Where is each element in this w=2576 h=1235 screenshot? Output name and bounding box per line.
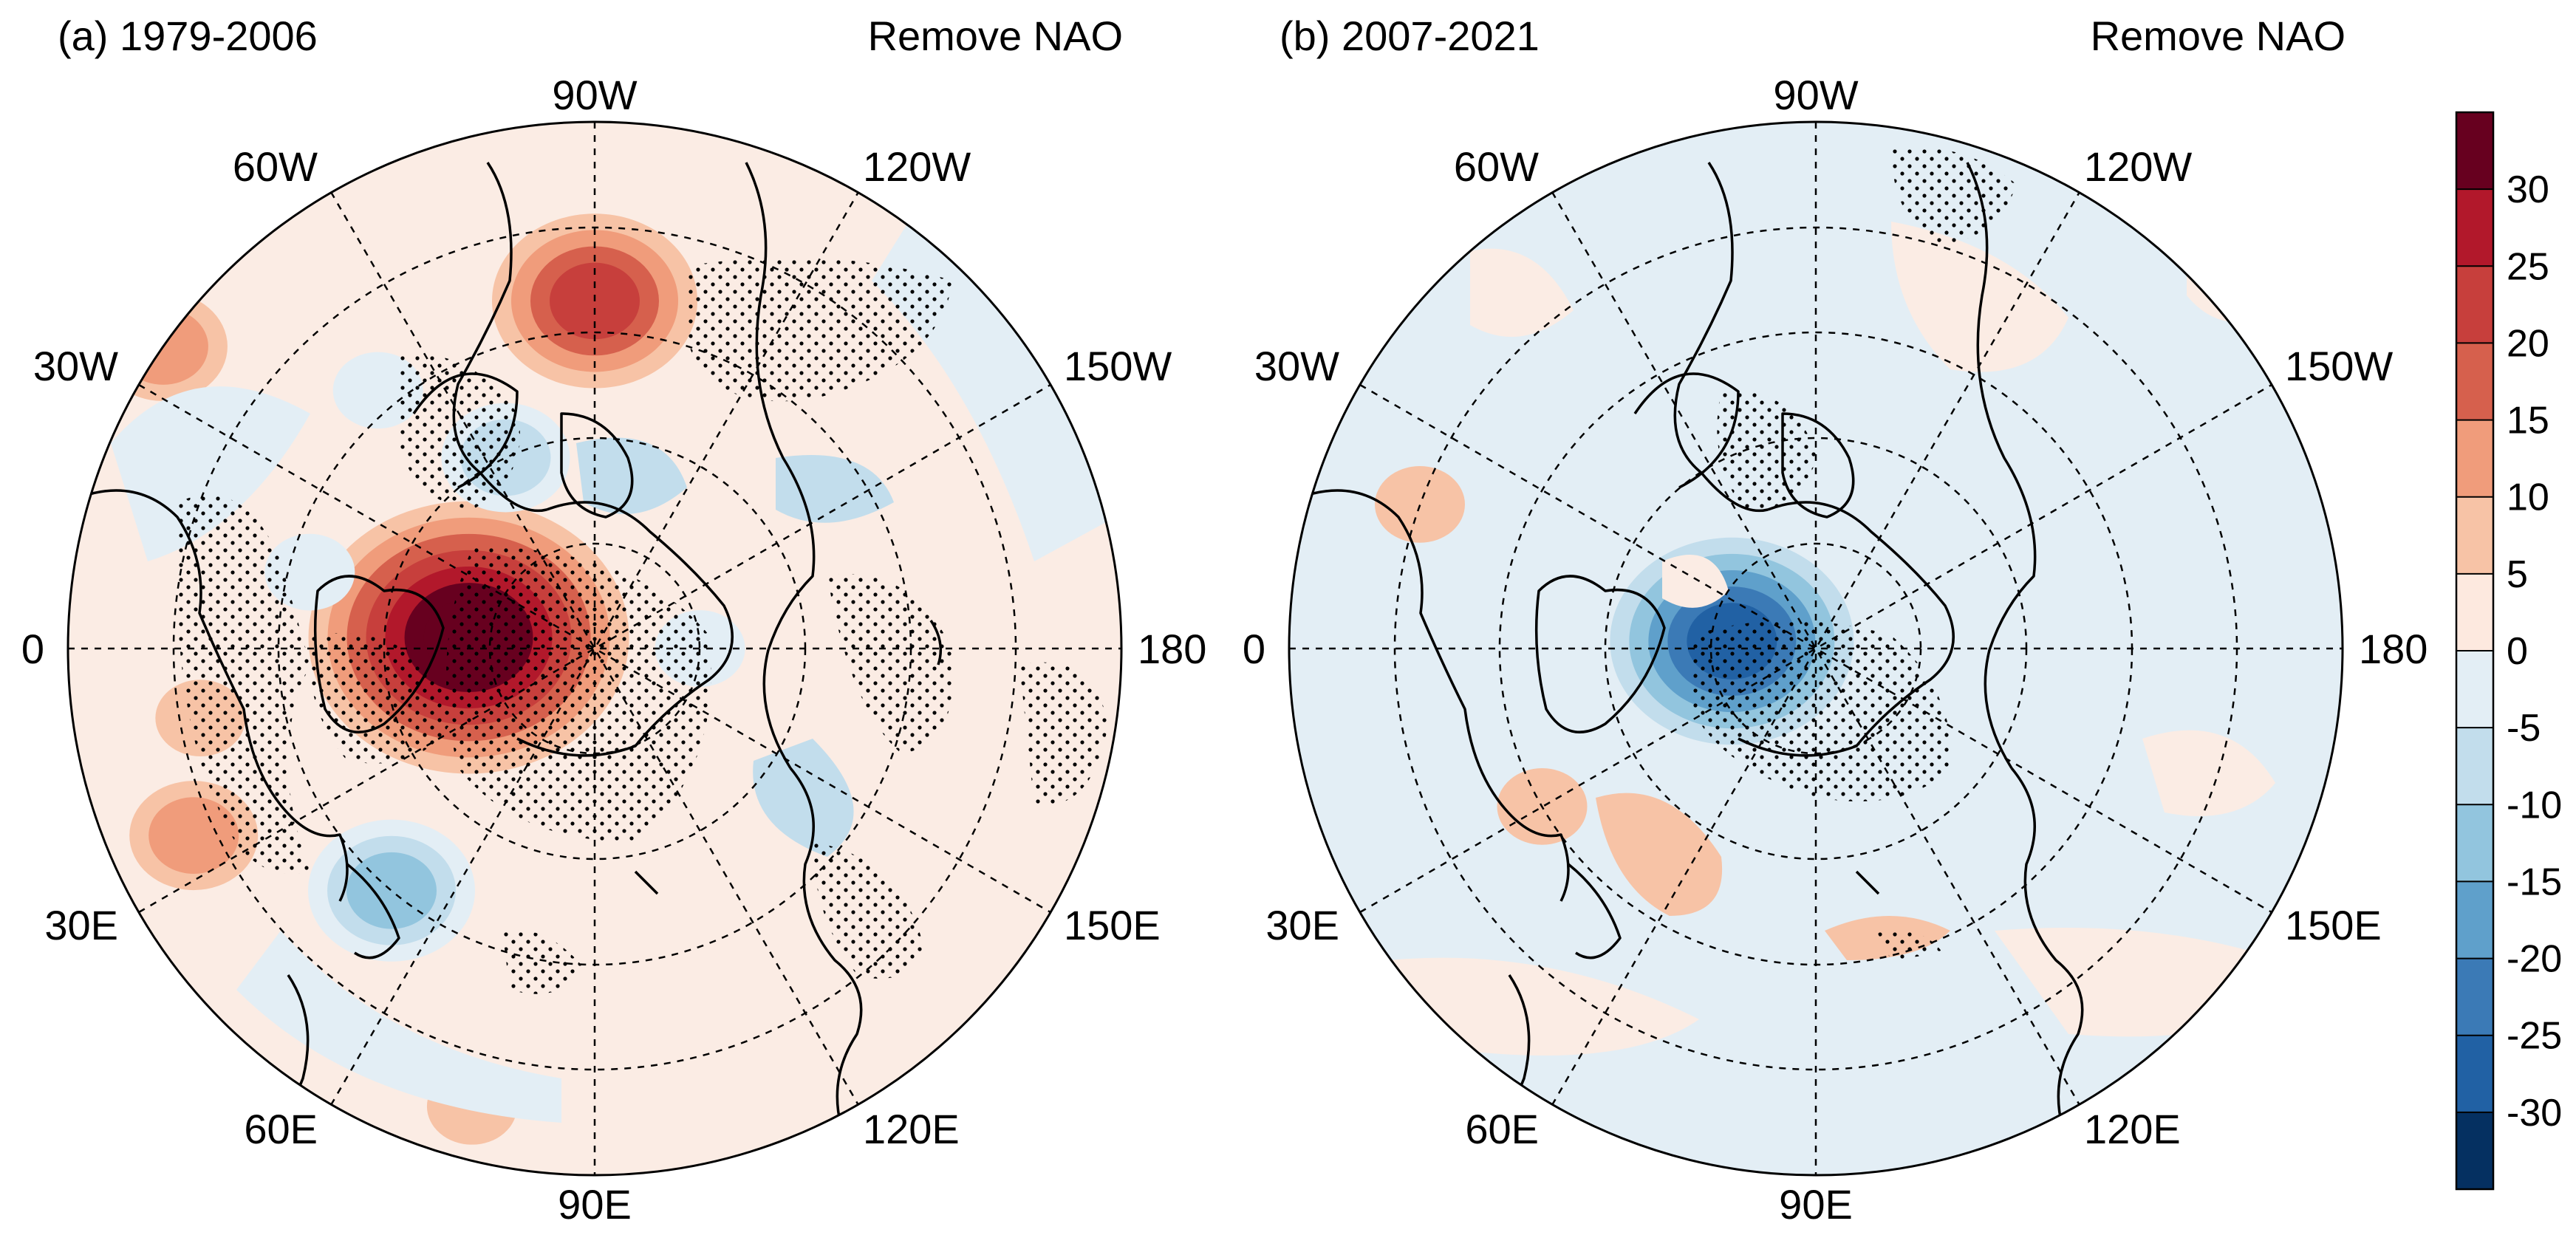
lon-label-150w: 150W <box>1064 343 1172 389</box>
anomaly-contour <box>1998 650 2089 728</box>
lon-label-60e: 60E <box>1465 1106 1539 1152</box>
panel-a-stippling <box>1019 662 1108 806</box>
lon-label-150w: 150W <box>2285 343 2393 389</box>
colorbar-swatch <box>2456 1035 2493 1113</box>
colorbar-swatch <box>2456 343 2493 421</box>
colorbar-swatch <box>2456 573 2493 651</box>
anomaly-contour <box>346 852 437 929</box>
panel-b-map: (b) 2007-2021 Remove NAO <box>1243 13 2428 1228</box>
panel-a-stippling <box>827 574 954 753</box>
panel-a-coastlines <box>68 162 943 1169</box>
panel-b-stippling <box>1717 391 1817 511</box>
lon-label-150e: 150E <box>1064 902 1161 948</box>
colorbar-swatch <box>2456 651 2493 728</box>
panel-a-subtitle: Remove NAO <box>868 13 1123 59</box>
panel-b-title: (b) 2007-2021 <box>1280 13 1540 59</box>
panel-a-map-border <box>66 120 1123 1177</box>
colorbar-swatch <box>2456 496 2493 575</box>
panel-b-map-border <box>1288 120 2344 1177</box>
lon-label-30w: 30W <box>33 343 118 389</box>
panel-a-stippling <box>176 495 310 874</box>
colorbar-tick-label: -15 <box>2507 861 2562 903</box>
anomaly-contour <box>1374 466 1465 543</box>
panel-b-field-patch <box>1389 957 1699 1056</box>
lon-label-60e: 60E <box>244 1106 318 1152</box>
colorbar-tick-label: -5 <box>2507 707 2541 750</box>
colorbar-tick-label: 30 <box>2507 168 2549 211</box>
colorbar-tick-label: 25 <box>2507 245 2549 288</box>
panel-b-graticule <box>1289 122 2343 1175</box>
panel-a-field-patch <box>872 162 1116 561</box>
panel-a-stippling <box>502 929 584 994</box>
colorbar-tick-label: 10 <box>2507 476 2549 519</box>
lon-label-120w: 120W <box>2084 143 2192 190</box>
lon-label-30w: 30W <box>1254 343 1339 389</box>
colorbar-tick-label: 5 <box>2507 553 2528 596</box>
panel-b-field-patch <box>2142 730 2275 816</box>
colorbar: 30 25 20 15 10 5 0 -5 -10 -15 -20 -25 -30 <box>2455 111 2562 1191</box>
lon-label-90e: 90E <box>1779 1181 1853 1228</box>
lon-label-120e: 120E <box>2084 1106 2181 1152</box>
panel-b-field-patch <box>2187 207 2275 322</box>
lon-label-60w: 60W <box>1454 143 1539 190</box>
panel-b-stippling <box>1876 929 1943 960</box>
lon-label-30e: 30E <box>1265 902 1339 948</box>
colorbar-swatch <box>2456 958 2493 1036</box>
colorbar-swatch <box>2456 112 2493 190</box>
panel-a-map: (a) 1979-2006 Remove NAO <box>21 13 1207 1228</box>
lon-label-30e: 30E <box>44 902 118 948</box>
panel-a-field-patch <box>753 739 854 857</box>
colorbar-tick-label: 15 <box>2507 400 2549 442</box>
lon-label-120w: 120W <box>863 143 971 190</box>
colorbar-tick-label: -25 <box>2507 1015 2562 1058</box>
lon-label-90w: 90W <box>1773 72 1858 118</box>
colorbar-swatch <box>2456 189 2493 267</box>
anomaly-contour <box>1675 966 1766 1043</box>
anomaly-contour <box>148 797 239 874</box>
colorbar-swatch <box>2456 804 2493 883</box>
panel-b-field-patch <box>1662 555 1729 608</box>
panel-a-field-patch <box>111 386 310 561</box>
lon-label-180: 180 <box>2359 626 2428 672</box>
colorbar-swatch <box>2456 728 2493 805</box>
panel-b-field-patch <box>1891 222 2068 372</box>
panel-b-stippling <box>1692 620 1951 801</box>
panel-b-subtitle: Remove NAO <box>2091 13 2346 59</box>
panel-a-field-patch <box>236 931 561 1123</box>
lon-label-0: 0 <box>21 626 44 672</box>
panel-b-field-patch <box>1596 793 1723 916</box>
colorbar-swatch <box>2456 1112 2493 1190</box>
panel-a-graticule <box>68 122 1121 1175</box>
lon-label-90e: 90E <box>558 1181 632 1228</box>
lon-label-90w: 90W <box>552 72 637 118</box>
colorbar-tick-label: -20 <box>2507 938 2562 981</box>
lon-label-120e: 120E <box>863 1106 960 1152</box>
lon-label-60w: 60W <box>233 143 318 190</box>
colorbar-tick-label: 0 <box>2507 630 2528 673</box>
panel-a-stippling <box>446 547 711 842</box>
lon-label-150e: 150E <box>2285 902 2382 948</box>
lon-label-0: 0 <box>1243 626 1265 672</box>
panel-b-coastlines <box>1289 162 2084 1169</box>
colorbar-tick-label: 20 <box>2507 322 2549 365</box>
panel-a-title: (a) 1979-2006 <box>58 13 318 59</box>
colorbar-swatch <box>2456 266 2493 344</box>
panel-a-stippling <box>813 842 923 979</box>
panel-a-stippling <box>687 257 953 402</box>
panel-a-longitude-labels: 90W 60W 120W 30W 150W 0 180 30E 150E 60E… <box>21 72 1207 1228</box>
colorbar-tick-label: -10 <box>2507 784 2562 827</box>
colorbar-swatch <box>2456 420 2493 498</box>
panel-b-longitude-labels: 90W 60W 120W 30W 150W 0 180 30E 150E 60E… <box>1243 72 2428 1228</box>
lon-label-180: 180 <box>1138 626 1206 672</box>
colorbar-tick-label: -30 <box>2507 1092 2562 1135</box>
panel-b-field-patch <box>1470 248 1574 337</box>
colorbar-swatch <box>2456 881 2493 959</box>
